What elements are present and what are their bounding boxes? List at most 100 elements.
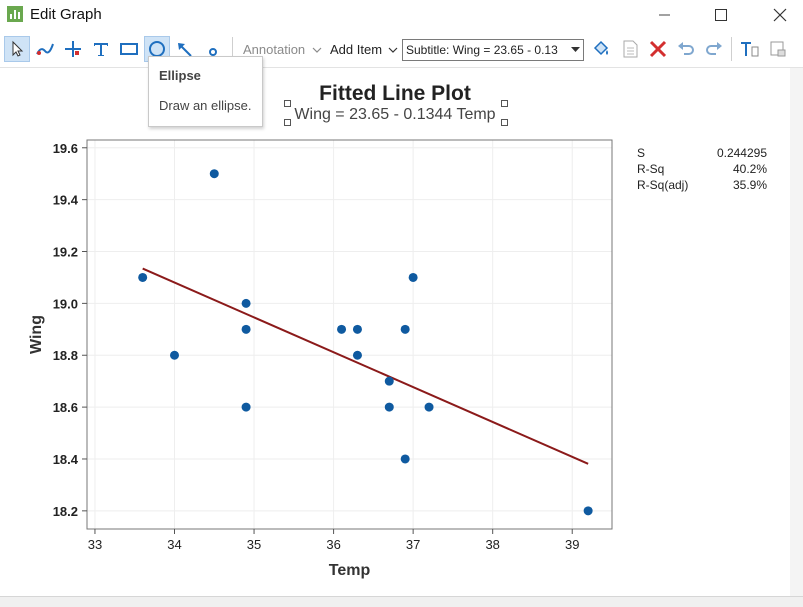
- delete-x-icon: [649, 40, 667, 58]
- stats-value: 40.2%: [732, 162, 767, 176]
- data-point[interactable]: [400, 454, 410, 464]
- dropdown-caret-icon: [570, 47, 580, 52]
- data-point[interactable]: [352, 324, 362, 334]
- annotation-menu[interactable]: Annotation: [243, 42, 306, 57]
- title-bar: Edit Graph: [0, 0, 803, 30]
- y-tick-label: 19.6: [53, 141, 78, 156]
- fitted-regression-line[interactable]: [142, 267, 589, 465]
- marker-dot-icon: [209, 48, 217, 56]
- data-point[interactable]: [400, 324, 410, 334]
- text-format-button[interactable]: [737, 36, 763, 62]
- data-point[interactable]: [424, 402, 434, 412]
- text-tool-button[interactable]: [88, 36, 114, 62]
- redo-icon: [706, 42, 722, 55]
- stats-value: 35.9%: [732, 178, 767, 192]
- x-tick-label: 38: [485, 537, 499, 552]
- selection-handle[interactable]: [284, 100, 291, 107]
- maximize-icon: [715, 9, 727, 21]
- data-point[interactable]: [209, 169, 219, 179]
- item-select-dropdown[interactable]: Subtitle: Wing = 23.65 - 0.13: [402, 39, 584, 61]
- maximize-button[interactable]: [698, 0, 744, 30]
- graph-canvas[interactable]: [0, 68, 790, 596]
- y-tick-label: 18.8: [53, 348, 78, 363]
- tooltip-title: Ellipse: [159, 68, 201, 83]
- pointer-icon: [12, 40, 24, 57]
- stats-value: 0.244295: [716, 146, 767, 160]
- properties-button[interactable]: [617, 36, 643, 62]
- data-point[interactable]: [170, 350, 179, 360]
- arrow-tool-button[interactable]: [172, 36, 198, 62]
- y-tick-label: 18.2: [53, 504, 78, 519]
- ellipse-tooltip: Ellipse Draw an ellipse.: [148, 56, 263, 127]
- data-point[interactable]: [408, 272, 418, 282]
- graph-options-icon: [770, 41, 786, 57]
- text-t-icon: [94, 43, 108, 56]
- x-tick-label: 36: [326, 537, 340, 552]
- crosshair-tool-button[interactable]: [60, 36, 86, 62]
- data-point[interactable]: [352, 350, 362, 360]
- delete-button[interactable]: [645, 36, 671, 62]
- tooltip-description: Draw an ellipse.: [159, 98, 252, 113]
- paint-bucket-icon: [593, 40, 609, 56]
- x-tick-label: 35: [247, 537, 261, 552]
- x-tick-label: 34: [167, 537, 181, 552]
- rectangle-tool-button[interactable]: [116, 36, 142, 62]
- data-point[interactable]: [337, 324, 347, 334]
- undo-icon: [678, 42, 694, 55]
- selection-handle[interactable]: [501, 100, 508, 107]
- data-point[interactable]: [241, 402, 251, 412]
- y-tick-label: 18.4: [53, 452, 79, 467]
- data-point[interactable]: [384, 376, 394, 386]
- stats-row: R-Sq(adj) 35.9%: [637, 178, 767, 194]
- fill-color-button[interactable]: [588, 36, 614, 62]
- stats-row: S 0.244295: [637, 146, 767, 162]
- data-point[interactable]: [241, 298, 251, 308]
- y-tick-label: 19.4: [53, 193, 79, 208]
- add-item-menu[interactable]: Add Item: [330, 42, 383, 57]
- stats-label: R-Sq(adj): [637, 178, 689, 192]
- data-point[interactable]: [384, 402, 394, 412]
- minimize-button[interactable]: [642, 0, 688, 30]
- edit-toolbar: Annotation Add Item Subtitle: Wing = 23.…: [0, 33, 803, 68]
- select-tool-button[interactable]: [4, 36, 30, 62]
- add-item-chevron-down-icon: [388, 47, 398, 53]
- text-format-icon: [741, 42, 759, 57]
- close-icon: [773, 8, 787, 22]
- stats-label: S: [637, 146, 646, 160]
- stats-row: R-Sq 40.2%: [637, 162, 767, 178]
- undo-button[interactable]: [673, 36, 699, 62]
- graph-app-icon: [7, 6, 23, 22]
- arrow-icon: [178, 43, 192, 57]
- annotation-chevron-down-icon: [312, 47, 322, 53]
- stats-table[interactable]: S 0.244295 R-Sq 40.2% R-Sq(adj) 35.9%: [637, 146, 767, 194]
- y-axis-label[interactable]: Wing: [28, 315, 45, 354]
- vertical-scrollbar[interactable]: [790, 68, 803, 596]
- toolbar-separator: [232, 37, 233, 61]
- plot-area-frame: [86, 139, 613, 530]
- brush-tool-button[interactable]: [32, 36, 58, 62]
- x-tick-label: 39: [565, 537, 579, 552]
- data-point[interactable]: [241, 324, 251, 334]
- marker-tool-button[interactable]: [200, 36, 226, 62]
- window-title: Edit Graph: [30, 6, 102, 23]
- document-icon: [623, 40, 638, 58]
- plot-subtitle[interactable]: Wing = 23.65 - 0.1344 Temp: [294, 106, 496, 123]
- close-button[interactable]: [757, 0, 803, 30]
- graph-options-button[interactable]: [765, 36, 791, 62]
- redo-button[interactable]: [701, 36, 727, 62]
- y-tick-label: 19.0: [53, 296, 78, 311]
- selection-handle[interactable]: [501, 119, 508, 126]
- horizontal-scrollbar[interactable]: [0, 596, 803, 607]
- rectangle-icon: [120, 43, 138, 55]
- crosshair-icon: [65, 41, 81, 57]
- data-point[interactable]: [583, 506, 593, 516]
- brush-icon: [36, 43, 54, 55]
- item-select-value: Subtitle: Wing = 23.65 - 0.13: [406, 43, 558, 57]
- selection-handle[interactable]: [284, 119, 291, 126]
- x-tick-label: 37: [406, 537, 420, 552]
- data-point[interactable]: [138, 272, 148, 282]
- fitted-line-chart[interactable]: 33 34 35 36 37 38 39 18.2 18.4 18.6 18.8 19.0 19.2 19…: [0, 130, 630, 590]
- x-tick-label: 33: [88, 537, 102, 552]
- plot-title[interactable]: Fitted Line Plot: [319, 82, 471, 105]
- x-axis-label[interactable]: Temp: [329, 562, 371, 579]
